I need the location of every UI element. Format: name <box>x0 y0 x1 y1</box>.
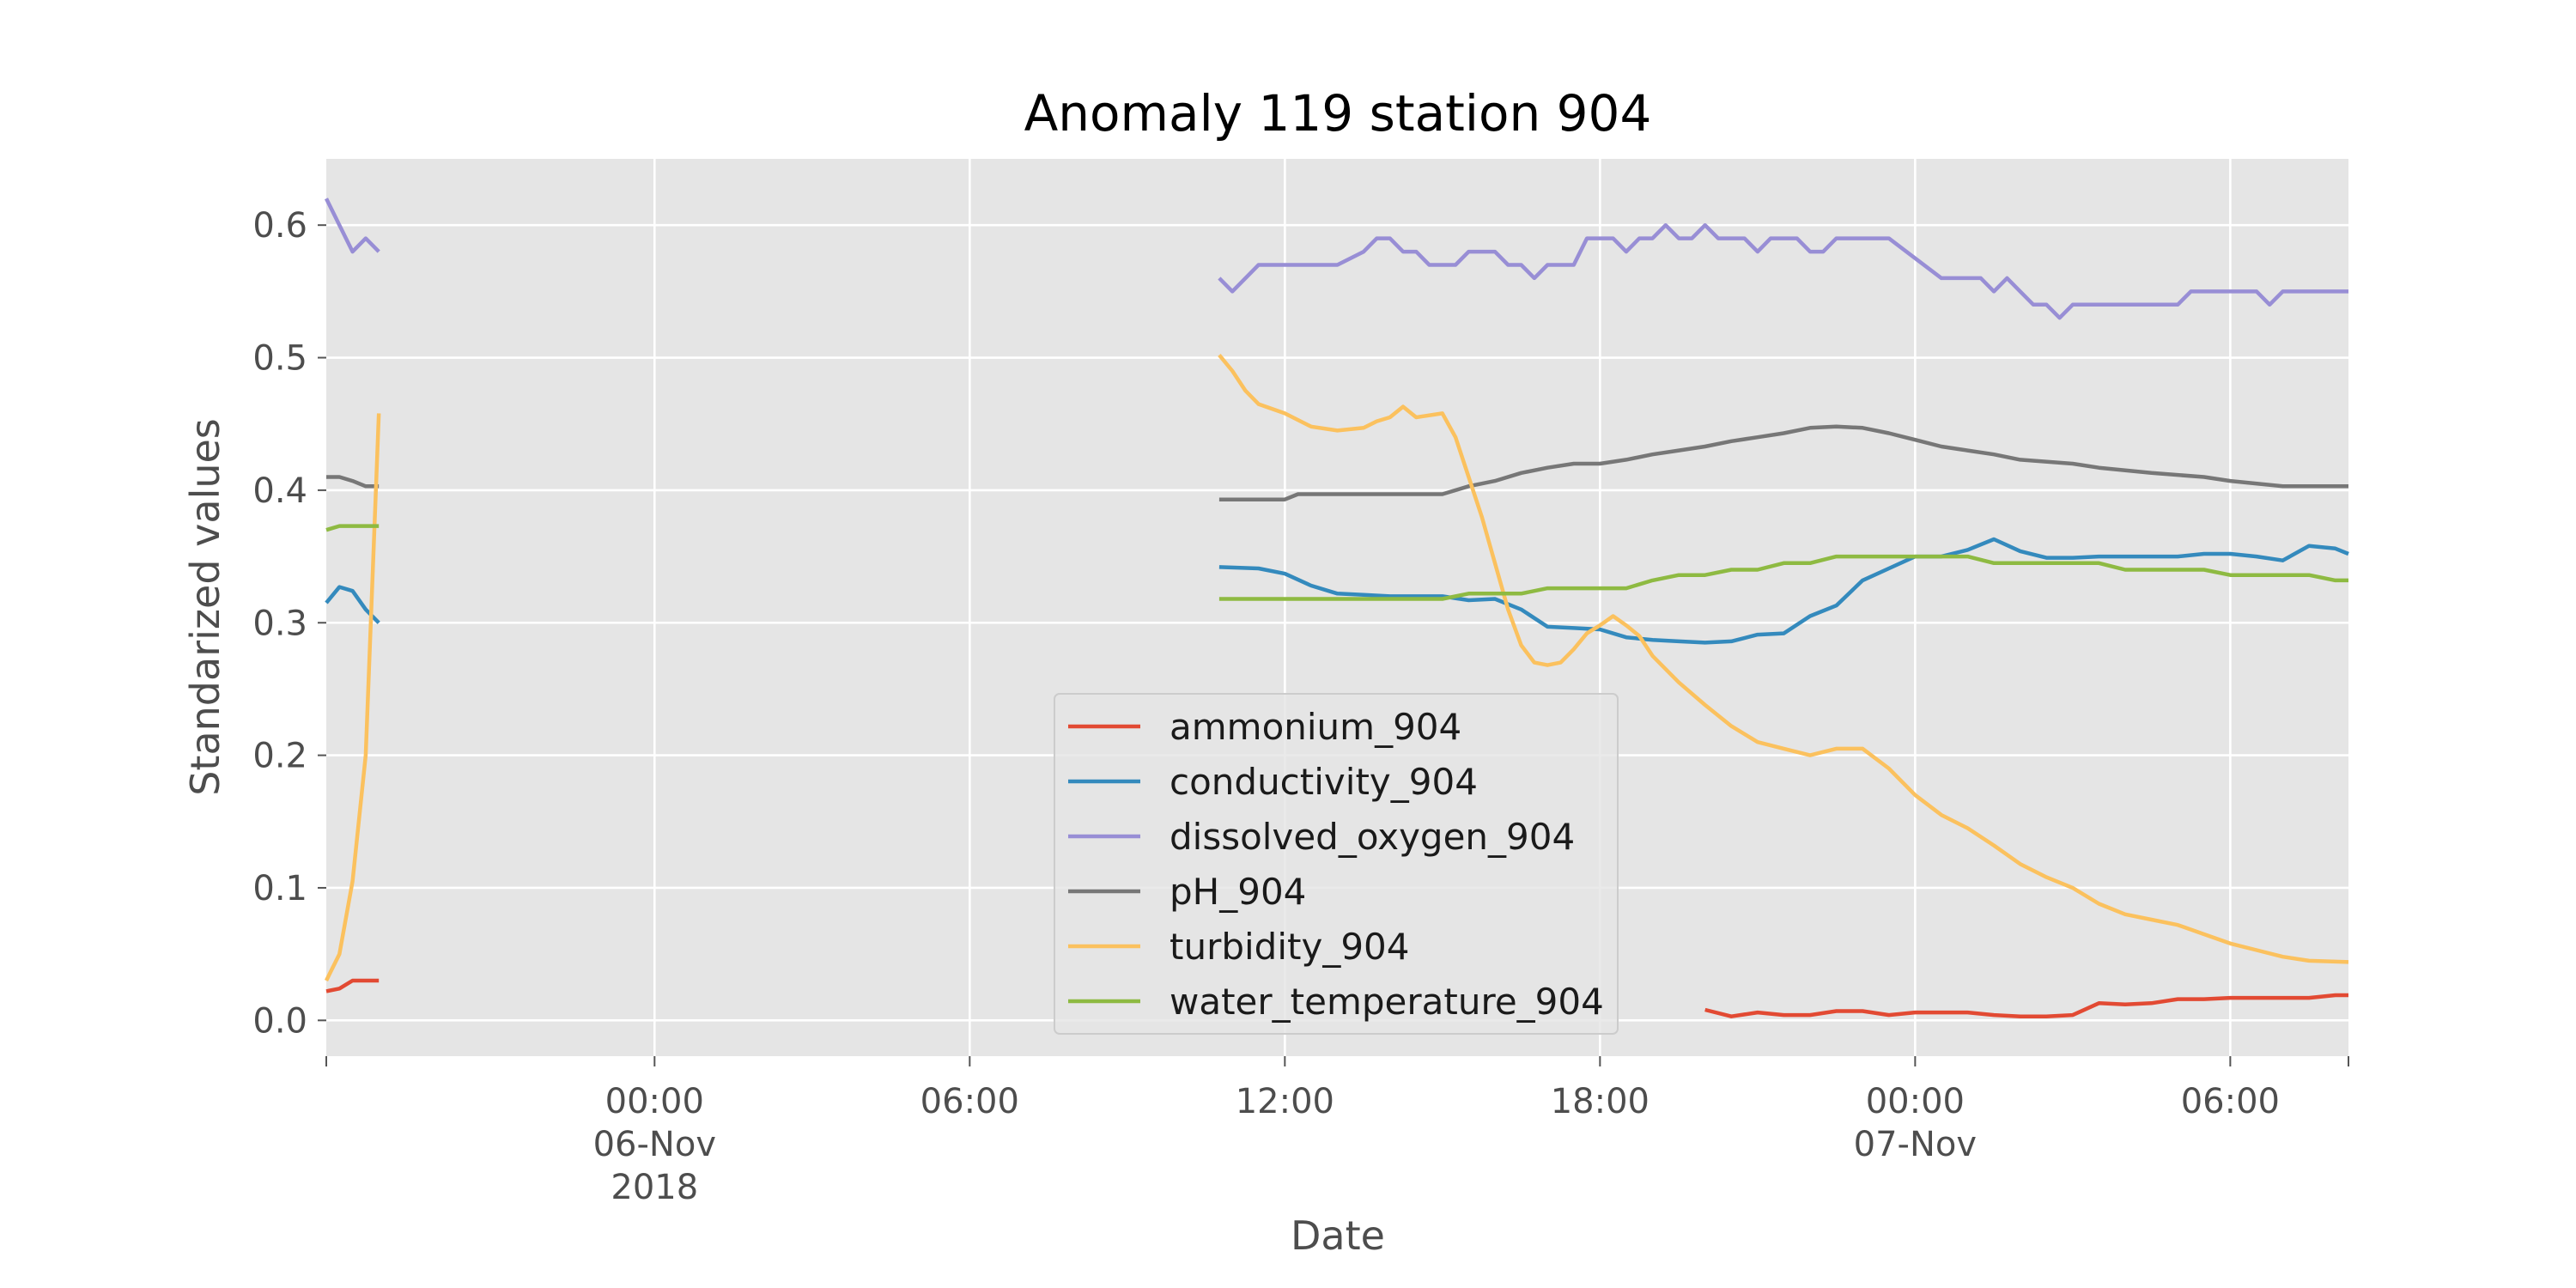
legend-item: water_temperature_904 <box>1068 981 1604 1023</box>
legend: ammonium_904 conductivity_904 dissolved_ox… <box>1054 693 1619 1035</box>
y-tick-label: 0.5 <box>252 339 307 379</box>
legend-item: dissolved_oxygen_904 <box>1068 816 1575 858</box>
series-line-segment <box>325 978 380 993</box>
x-tick-label: 18:00 <box>1551 1082 1649 1121</box>
series-line-segment <box>1218 424 2348 501</box>
series-line-segment <box>326 475 380 489</box>
x-tick-label: 06:00 <box>2181 1082 2280 1121</box>
series-lines <box>324 197 2349 1018</box>
legend-label: turbidity_904 <box>1170 926 1410 968</box>
series-line-segment <box>1218 537 2349 645</box>
x-axis-label: Date <box>1291 1212 1385 1259</box>
legend-label: pH_904 <box>1170 871 1306 913</box>
x-tick-label: 12:00 <box>1236 1082 1334 1121</box>
series-line-segment <box>1218 222 2348 320</box>
legend-item: turbidity_904 <box>1068 926 1410 968</box>
x-tick-label: 00:00 <box>605 1082 704 1121</box>
legend-label: water_temperature_904 <box>1170 981 1604 1023</box>
series-dissolved-oxygen-904 <box>324 197 2348 320</box>
y-axis-label: Standarized values <box>182 418 228 796</box>
legend-label: dissolved_oxygen_904 <box>1170 816 1575 858</box>
series-water-temperature-904 <box>325 524 2348 601</box>
x-tick-label: 00:00 <box>1866 1082 1965 1121</box>
series-pH-904 <box>326 424 2348 501</box>
x-tick-label: 06:00 <box>920 1082 1019 1121</box>
series-ammonium-904 <box>325 978 2348 1018</box>
legend-item: ammonium_904 <box>1068 706 1461 748</box>
series-line-segment <box>1704 993 2348 1018</box>
series-turbidity-904 <box>324 353 2349 981</box>
x-tick-label: 06-Nov <box>593 1125 716 1164</box>
x-tick-label: 07-Nov <box>1854 1125 1977 1164</box>
axis-ticks: 0.0 0.1 0.2 0.3 0.4 0.5 0.6 00:00 06-Nov 2018 06:0… <box>252 206 2349 1207</box>
series-line-segment <box>325 524 380 532</box>
series-line-segment <box>1218 554 2348 601</box>
x-tick-label: 2018 <box>611 1168 698 1207</box>
series-line-segment <box>324 413 381 981</box>
y-tick-label: 0.0 <box>252 1001 307 1041</box>
legend-item: conductivity_904 <box>1068 761 1478 803</box>
series-line-segment <box>1218 353 2349 964</box>
legend-label: ammonium_904 <box>1170 706 1461 748</box>
legend-label: conductivity_904 <box>1170 761 1478 803</box>
y-tick-label: 0.1 <box>252 869 307 908</box>
legend-item: pH_904 <box>1068 871 1306 913</box>
y-tick-label: 0.6 <box>252 206 307 246</box>
y-tick-label: 0.2 <box>252 737 307 776</box>
chart-title: Anomaly 119 station 904 <box>1024 84 1652 143</box>
y-tick-label: 0.4 <box>252 471 307 511</box>
y-tick-label: 0.3 <box>252 604 307 643</box>
legend-box <box>1054 693 1619 1035</box>
series-line-segment <box>324 197 380 254</box>
